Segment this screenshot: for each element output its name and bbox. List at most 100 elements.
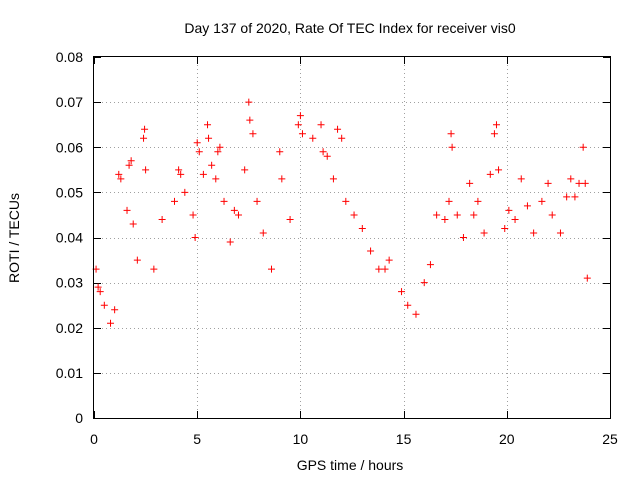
data-point [107, 319, 115, 327]
data-point [501, 224, 509, 232]
x-tick-label: 5 [193, 431, 201, 447]
data-point [581, 179, 589, 187]
data-point [490, 130, 498, 138]
data-point [268, 265, 276, 273]
data-point [441, 215, 449, 223]
data-point [459, 234, 467, 241]
data-point [323, 152, 331, 160]
data-point [212, 175, 220, 183]
data-point [150, 265, 158, 273]
data-point [140, 134, 148, 142]
y-tick-label: 0 [75, 410, 83, 426]
data-point [214, 148, 222, 156]
data-point [474, 197, 482, 205]
data-point [342, 197, 350, 205]
data-point [583, 274, 591, 282]
data-point [133, 256, 141, 264]
y-tick-label: 0.01 [56, 365, 83, 381]
data-point [426, 261, 434, 269]
data-point [177, 170, 185, 178]
data-point [309, 134, 317, 142]
data-point [329, 175, 337, 183]
data-point [195, 148, 203, 156]
y-axis-label: ROTI / TECUs [6, 193, 22, 283]
y-tick-label: 0.05 [56, 184, 83, 200]
data-point [367, 247, 375, 255]
data-point [350, 211, 358, 219]
data-point [286, 215, 294, 223]
data-point [123, 206, 131, 214]
data-point [170, 197, 178, 205]
data-point [193, 139, 201, 147]
data-point [445, 197, 453, 205]
data-point [492, 121, 500, 129]
data-point [480, 229, 488, 237]
data-point [495, 166, 503, 174]
data-point [241, 166, 249, 174]
data-point [111, 306, 119, 314]
data-point [125, 161, 133, 169]
data-point [205, 134, 213, 142]
data-point [575, 179, 583, 187]
data-point [385, 256, 393, 264]
data-point [278, 175, 286, 183]
data-point [181, 188, 189, 196]
data-point [276, 148, 284, 156]
data-point [453, 211, 461, 219]
data-point [226, 238, 234, 246]
data-point [317, 121, 325, 129]
x-tick-label: 25 [602, 431, 618, 447]
data-point [505, 206, 513, 214]
y-tick-label: 0.04 [56, 230, 83, 246]
y-tick-label: 0.06 [56, 139, 83, 155]
data-point [517, 175, 525, 183]
data-point [249, 130, 257, 138]
y-tick-label: 0.03 [56, 275, 83, 291]
data-point [556, 229, 564, 237]
y-tick-label: 0.08 [56, 49, 83, 65]
data-point [470, 211, 478, 219]
data-point [199, 170, 207, 178]
y-tick-label: 0.07 [56, 94, 83, 110]
data-point [245, 98, 253, 106]
data-point [230, 206, 238, 214]
data-point [448, 143, 456, 151]
data-point [216, 143, 224, 151]
data-point [220, 197, 228, 205]
data-point [208, 161, 216, 169]
x-tick-label: 20 [499, 431, 515, 447]
data-point [511, 215, 519, 223]
data-point [319, 148, 327, 156]
data-point [381, 265, 389, 273]
data-point [338, 134, 346, 142]
data-point [571, 193, 579, 201]
data-point [486, 170, 494, 178]
data-point [412, 310, 420, 318]
data-point [253, 197, 261, 205]
data-point [158, 215, 166, 223]
data-point [298, 130, 306, 138]
chart-title: Day 137 of 2020, Rate Of TEC Index for r… [184, 20, 515, 36]
data-point [94, 283, 102, 291]
data-point [246, 116, 254, 124]
data-point [294, 121, 302, 129]
data-point [523, 202, 531, 210]
data-point [234, 211, 242, 219]
data-point [358, 224, 366, 232]
data-point [129, 220, 137, 228]
y-tick-label: 0.02 [56, 320, 83, 336]
data-point [538, 197, 546, 205]
x-tick-label: 15 [396, 431, 412, 447]
data-point [375, 265, 383, 273]
data-point [175, 166, 183, 174]
x-tick-label: 0 [90, 431, 98, 447]
data-point [191, 234, 199, 241]
data-point [117, 175, 125, 183]
data-point [420, 279, 428, 287]
data-point [567, 175, 575, 183]
data-point [447, 130, 455, 138]
data-point [296, 112, 304, 120]
data-point [398, 288, 406, 296]
plot-frame [93, 56, 611, 419]
